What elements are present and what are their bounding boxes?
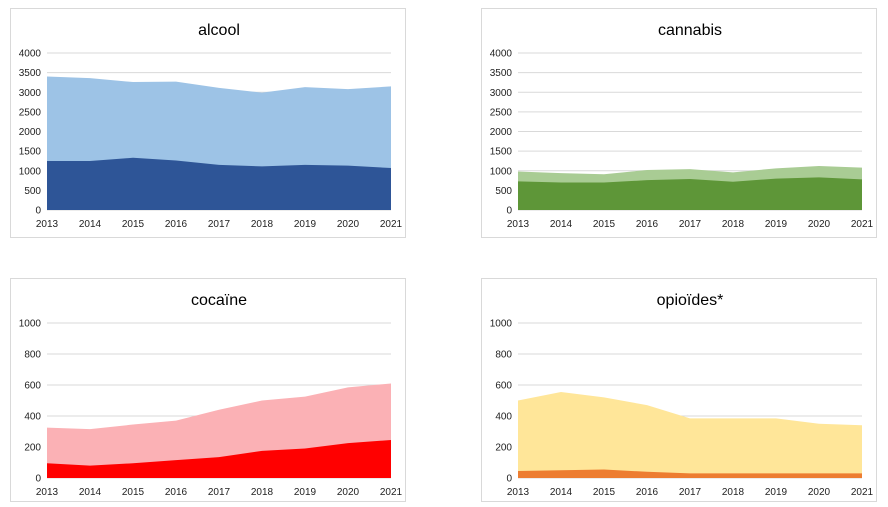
x-tick-label: 2021 xyxy=(851,487,874,498)
x-tick-label: 2018 xyxy=(722,487,745,498)
y-tick-label: 4000 xyxy=(490,49,513,60)
y-tick-label: 400 xyxy=(24,412,41,423)
y-tick-label: 2500 xyxy=(19,107,42,118)
chart-panel-opioides: opioïdes* 0 200 400 600 800 1000 2013 2014 2015 20… xyxy=(481,278,877,502)
chart-cannabis: cannabis 0 500 1000 1500 2000 2500 3000 3500 4000… xyxy=(490,22,874,230)
chart-title: alcool xyxy=(198,22,240,39)
y-tick-label: 1000 xyxy=(19,319,42,330)
x-tick-label: 2016 xyxy=(165,487,188,498)
x-tick-label: 2017 xyxy=(208,219,231,230)
x-tick-label: 2013 xyxy=(36,219,59,230)
x-tick-label: 2018 xyxy=(251,487,274,498)
y-tick-label: 2000 xyxy=(19,127,42,138)
x-tick-label: 2020 xyxy=(808,219,831,230)
area-series-1 xyxy=(518,391,862,478)
x-tick-label: 2015 xyxy=(122,487,145,498)
x-tick-label: 2021 xyxy=(380,487,403,498)
x-tick-label: 2020 xyxy=(808,487,831,498)
y-tick-label: 0 xyxy=(35,206,41,217)
y-tick-label: 1500 xyxy=(19,147,42,158)
x-tick-label: 2018 xyxy=(251,219,274,230)
x-tick-label: 2014 xyxy=(550,219,573,230)
x-tick-label: 2021 xyxy=(380,219,403,230)
area-series-0 xyxy=(518,177,862,210)
y-tick-label: 3000 xyxy=(490,88,513,99)
x-tick-label: 2019 xyxy=(294,219,317,230)
y-tick-label: 0 xyxy=(506,206,512,217)
x-tick-label: 2015 xyxy=(122,219,145,230)
chart-alcool: alcool 0 500 1000 1500 2000 2500 3000 3500 4000 20… xyxy=(19,22,403,230)
y-tick-label: 2500 xyxy=(490,107,513,118)
x-tick-label: 2015 xyxy=(593,219,616,230)
x-tick-label: 2020 xyxy=(337,487,360,498)
area-series-0 xyxy=(47,157,391,210)
x-tick-label: 2014 xyxy=(550,487,573,498)
x-tick-label: 2013 xyxy=(507,219,530,230)
chart-title: cocaïne xyxy=(191,292,247,309)
y-tick-label: 400 xyxy=(495,412,512,423)
chart-panel-alcool: alcool 0 500 1000 1500 2000 2500 3000 3500 4000 20… xyxy=(10,8,406,238)
chart-title: cannabis xyxy=(658,22,722,39)
x-tick-label: 2016 xyxy=(636,487,659,498)
y-tick-label: 3000 xyxy=(19,88,42,99)
y-tick-label: 500 xyxy=(24,186,41,197)
y-tick-label: 200 xyxy=(495,443,512,454)
y-tick-label: 3500 xyxy=(490,68,513,79)
chart-cocaine: cocaïne 0 200 400 600 800 1000 2013 2014 2015 2016… xyxy=(19,292,403,498)
y-tick-label: 4000 xyxy=(19,49,42,60)
y-tick-label: 500 xyxy=(495,186,512,197)
y-tick-label: 600 xyxy=(24,381,41,392)
x-tick-label: 2017 xyxy=(679,219,702,230)
x-tick-label: 2019 xyxy=(294,487,317,498)
x-tick-label: 2019 xyxy=(765,487,788,498)
y-tick-label: 1500 xyxy=(490,147,513,158)
x-tick-label: 2020 xyxy=(337,219,360,230)
x-tick-label: 2018 xyxy=(722,219,745,230)
y-tick-label: 3500 xyxy=(19,68,42,79)
y-tick-label: 2000 xyxy=(490,127,513,138)
x-tick-label: 2021 xyxy=(851,219,874,230)
area-series-0 xyxy=(47,440,391,478)
y-tick-label: 800 xyxy=(495,350,512,361)
x-tick-label: 2019 xyxy=(765,219,788,230)
x-tick-label: 2013 xyxy=(36,487,59,498)
x-tick-label: 2013 xyxy=(507,487,530,498)
x-tick-label: 2016 xyxy=(636,219,659,230)
chart-panel-cocaine: cocaïne 0 200 400 600 800 1000 2013 2014 2015 2016… xyxy=(10,278,406,502)
y-tick-label: 800 xyxy=(24,350,41,361)
x-tick-label: 2017 xyxy=(208,487,231,498)
y-tick-label: 200 xyxy=(24,443,41,454)
chart-panel-cannabis: cannabis 0 500 1000 1500 2000 2500 3000 3500 4000… xyxy=(481,8,877,238)
x-tick-label: 2015 xyxy=(593,487,616,498)
area-series-0 xyxy=(518,469,862,478)
y-tick-label: 0 xyxy=(35,474,41,485)
y-tick-label: 0 xyxy=(506,474,512,485)
y-tick-label: 1000 xyxy=(490,319,513,330)
chart-title: opioïdes* xyxy=(657,292,724,309)
x-tick-label: 2014 xyxy=(79,487,102,498)
y-tick-label: 1000 xyxy=(490,166,513,177)
chart-opioides: opioïdes* 0 200 400 600 800 1000 2013 2014 2015 20… xyxy=(490,292,874,498)
x-tick-label: 2016 xyxy=(165,219,188,230)
y-tick-label: 1000 xyxy=(19,166,42,177)
x-tick-label: 2017 xyxy=(679,487,702,498)
y-tick-label: 600 xyxy=(495,381,512,392)
x-tick-label: 2014 xyxy=(79,219,102,230)
